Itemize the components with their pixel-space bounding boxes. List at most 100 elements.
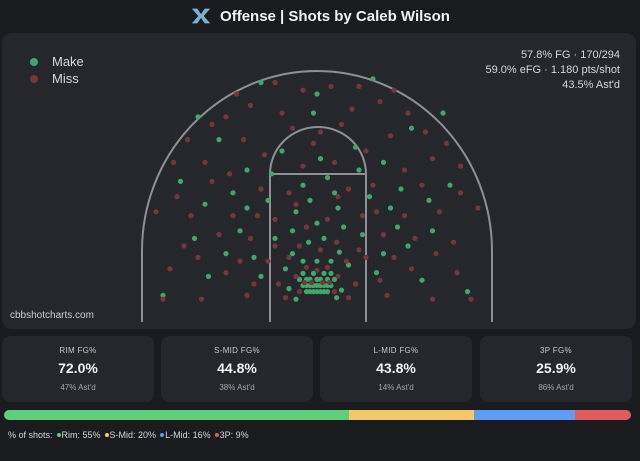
shot-make-point xyxy=(286,286,292,292)
shot-make-point xyxy=(429,228,436,234)
shot-miss-point xyxy=(303,224,310,230)
shot-make-point xyxy=(317,156,324,162)
dist-legend-l-mid: L-Mid: 16% xyxy=(160,430,211,440)
shot-miss-point xyxy=(320,279,326,286)
card-value: 72.0% xyxy=(58,360,98,376)
shot-make-point xyxy=(426,197,432,203)
shot-make-point xyxy=(307,197,313,203)
shot-miss-point xyxy=(272,243,278,249)
shot-miss-point xyxy=(289,125,296,131)
shot-miss-point xyxy=(303,264,310,270)
rim-dot-icon xyxy=(56,433,61,437)
shot-make-point xyxy=(314,91,320,97)
shot-miss-point xyxy=(331,159,338,165)
shot-make-point xyxy=(464,289,471,295)
fg-stat: 57.8% FG · 170/294 xyxy=(520,49,620,61)
shot-make-point xyxy=(272,235,278,241)
shot-miss-point xyxy=(422,129,429,135)
page-title: Offense | Shots by Caleb Wilson xyxy=(220,7,450,25)
shot-miss-point xyxy=(240,137,247,143)
shot-chart xyxy=(141,70,493,322)
shot-make-point xyxy=(300,258,306,264)
shot-miss-point xyxy=(443,140,450,146)
legend-make-label: Make xyxy=(52,54,84,69)
shot-make-point xyxy=(289,228,296,234)
shot-miss-point xyxy=(401,213,408,219)
shot-miss-point xyxy=(328,83,334,89)
shot-miss-point xyxy=(282,295,289,301)
dist-legend-text: Rim: 55% xyxy=(61,430,101,440)
shot-miss-point xyxy=(377,277,383,283)
dist-legend-rim: Rim: 55% xyxy=(56,430,101,440)
shot-miss-point xyxy=(300,87,306,93)
watermark: cbbshotcharts.com xyxy=(10,310,94,321)
shot-miss-point xyxy=(429,296,436,302)
shot-make-point xyxy=(314,258,320,264)
shot-make-point xyxy=(345,262,352,268)
shot-miss-point xyxy=(384,292,390,298)
dist-legend-s-mid: S-Mid: 20% xyxy=(104,430,156,440)
shot-make-point xyxy=(321,235,327,241)
shot-make-point xyxy=(419,277,425,283)
shot-miss-point xyxy=(405,110,411,116)
shot-miss-point xyxy=(254,213,261,219)
shot-make-point xyxy=(223,251,229,257)
shot-miss-point xyxy=(391,254,397,260)
shot-make-point xyxy=(328,270,334,276)
l-mid-dot-icon xyxy=(160,433,165,437)
shot-make-point xyxy=(440,110,446,116)
shot-make-point xyxy=(244,205,250,211)
shot-miss-point xyxy=(202,159,208,165)
shot-make-point xyxy=(338,287,345,293)
shot-miss-point xyxy=(433,251,439,257)
shot-make-point xyxy=(324,289,331,295)
shot-miss-point xyxy=(345,186,352,192)
shot-make-point xyxy=(195,114,201,120)
shot-make-point xyxy=(296,276,303,282)
dist-legend-text: L-Mid: 16% xyxy=(165,430,211,440)
shot-make-point xyxy=(191,235,198,241)
shot-miss-point xyxy=(324,264,331,270)
shot-miss-point xyxy=(450,239,457,245)
dist-segment-3p xyxy=(574,410,631,420)
three-pt-fg-card: 3P FG% 25.9% 86% Ast'd xyxy=(480,336,632,402)
dist-segment-rim xyxy=(4,410,349,420)
shot-miss-point xyxy=(401,167,408,173)
legend-make: Make xyxy=(30,53,84,70)
card-sub: 86% Ast'd xyxy=(538,383,574,392)
team-logo-icon xyxy=(191,8,211,24)
shot-miss-point xyxy=(317,129,324,135)
shot-miss-point xyxy=(261,152,268,158)
shot-miss-point xyxy=(457,190,464,196)
s-mid-dot-icon xyxy=(104,433,109,437)
shot-make-point xyxy=(394,224,401,230)
shot-miss-point xyxy=(317,247,324,253)
shot-miss-point xyxy=(279,110,285,116)
paint-lane xyxy=(269,173,367,322)
shot-miss-point xyxy=(223,270,229,276)
shot-distribution-bar xyxy=(4,410,631,420)
shot-miss-point xyxy=(258,186,264,192)
card-sub: 38% Ast'd xyxy=(219,383,255,392)
shot-miss-point xyxy=(457,163,464,169)
shot-miss-point xyxy=(184,137,191,143)
shot-make-point xyxy=(310,270,317,276)
shot-miss-point xyxy=(247,235,254,241)
shot-miss-point xyxy=(301,279,307,286)
shot-make-point xyxy=(177,178,184,184)
shot-make-point xyxy=(282,266,289,272)
shot-miss-point xyxy=(247,102,254,108)
shot-miss-point xyxy=(153,209,159,215)
shot-miss-point xyxy=(343,258,349,264)
shot-make-point xyxy=(380,251,387,257)
shot-miss-point xyxy=(363,254,369,260)
shot-miss-point xyxy=(335,194,341,200)
distribution-label: % of shots: xyxy=(8,430,53,440)
shot-miss-point xyxy=(345,295,352,301)
shot-make-point xyxy=(398,186,404,192)
shot-make-point xyxy=(258,273,264,279)
shot-miss-point xyxy=(209,178,215,184)
shot-make-point xyxy=(289,251,296,257)
dist-legend-3p: 3P: 9% xyxy=(214,430,249,440)
shot-miss-point xyxy=(265,258,271,264)
